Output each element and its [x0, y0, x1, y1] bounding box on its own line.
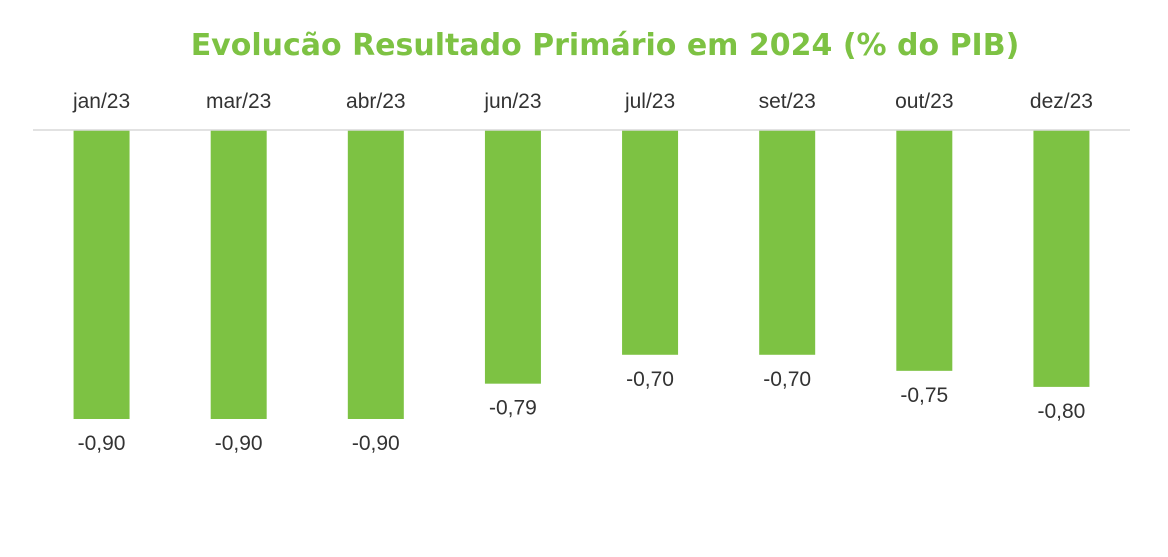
bars-layer [73, 130, 1090, 419]
category-label: set/23 [759, 90, 816, 113]
data-label: -0,70 [626, 368, 674, 391]
bar-jul/23 [622, 130, 679, 355]
category-label: jun/23 [483, 90, 541, 113]
bar-set/23 [759, 130, 816, 355]
bar-out/23 [896, 130, 953, 371]
data-label: -0,70 [763, 368, 811, 391]
data-label: -0,90 [78, 432, 126, 455]
data-label: -0,79 [489, 397, 537, 420]
data-label: -0,80 [1038, 400, 1086, 423]
category-label: abr/23 [346, 90, 406, 113]
category-labels: jan/23 mar/23 abr/23 jun/23 jul/23 set/23 out/… [72, 90, 1093, 113]
bar-abr/23 [347, 130, 404, 419]
data-label: -0,75 [900, 384, 948, 407]
bar-dez/23 [1033, 130, 1090, 387]
chart-title: Evolucão Resultado Primário em 2024 (% d… [190, 28, 1020, 63]
data-label: -0,90 [215, 432, 263, 455]
category-label: jan/23 [72, 90, 130, 113]
category-label: jul/23 [624, 90, 675, 113]
bar-jan/23 [73, 130, 130, 419]
bar-mar/23 [210, 130, 267, 419]
category-label: dez/23 [1030, 90, 1093, 113]
data-label: -0,90 [352, 432, 400, 455]
category-label: out/23 [895, 90, 953, 113]
value-labels: -0,90 -0,90 -0,90 -0,79 -0,70 -0,70 -0,75 -0,80 [78, 368, 1086, 455]
bar-jun/23 [484, 130, 541, 384]
category-label: mar/23 [206, 90, 271, 113]
